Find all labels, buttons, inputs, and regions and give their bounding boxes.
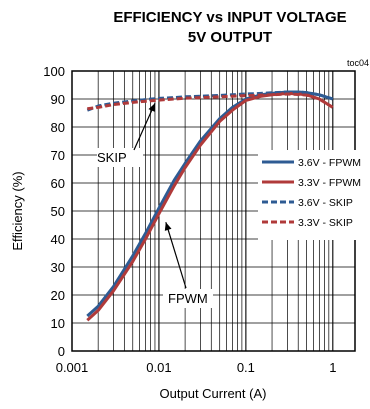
x-tick-label: 0.01	[146, 360, 171, 375]
chart-title: EFFICIENCY vs INPUT VOLTAGE	[113, 9, 346, 26]
legend-label: 3.6V - SKIP	[298, 197, 353, 209]
y-tick-label: 70	[51, 148, 65, 163]
figure-id: toc04	[347, 58, 369, 68]
y-tick-label: 80	[51, 120, 65, 135]
series-lines	[86, 90, 334, 322]
x-tick-label: 0.1	[237, 360, 255, 375]
annotation-bg	[163, 289, 213, 308]
x-axis-label: Output Current (A)	[160, 386, 267, 401]
annotation-label: SKIP	[97, 150, 127, 165]
annotation-label: FPWM	[168, 291, 208, 306]
y-tick-label: 10	[51, 316, 65, 331]
x-tick-label: 1	[329, 360, 336, 375]
series-line	[87, 92, 334, 111]
annotation-bg	[97, 148, 143, 167]
annotation-arrowhead	[164, 222, 172, 231]
y-tick-label: 40	[51, 232, 65, 247]
annotations: SKIP FPWM	[97, 102, 213, 308]
y-tick-label: 50	[51, 204, 65, 219]
legend-label: 3.3V - FPWM	[298, 177, 361, 189]
annotation-arrow-line	[133, 102, 156, 151]
legend: 3.6V - FPWM 3.3V - FPWM 3.6V - SKIP 3.3V - …	[258, 150, 361, 240]
y-tick-label: 30	[51, 260, 65, 275]
legend-label: 3.6V - FPWM	[298, 157, 361, 169]
x-tick-label: 0.001	[56, 360, 89, 375]
chart-subtitle: 5V OUTPUT	[188, 29, 272, 46]
y-tick-label: 20	[51, 288, 65, 303]
y-tick-label: 0	[58, 344, 65, 359]
y-tick-label: 100	[43, 64, 65, 79]
y-tick-label: 60	[51, 176, 65, 191]
tick-labels: 0 10 20 30 40 50 60 70 80 90 100 0.001 0.01 0.1 1	[43, 64, 336, 375]
y-axis-label: Efficiency (%)	[10, 171, 25, 250]
y-tick-label: 90	[51, 92, 65, 107]
legend-label: 3.3V - SKIP	[298, 217, 353, 229]
legend-box	[258, 150, 358, 240]
annotation-arrowhead	[148, 103, 155, 112]
annotation-arrow-line	[165, 222, 187, 289]
